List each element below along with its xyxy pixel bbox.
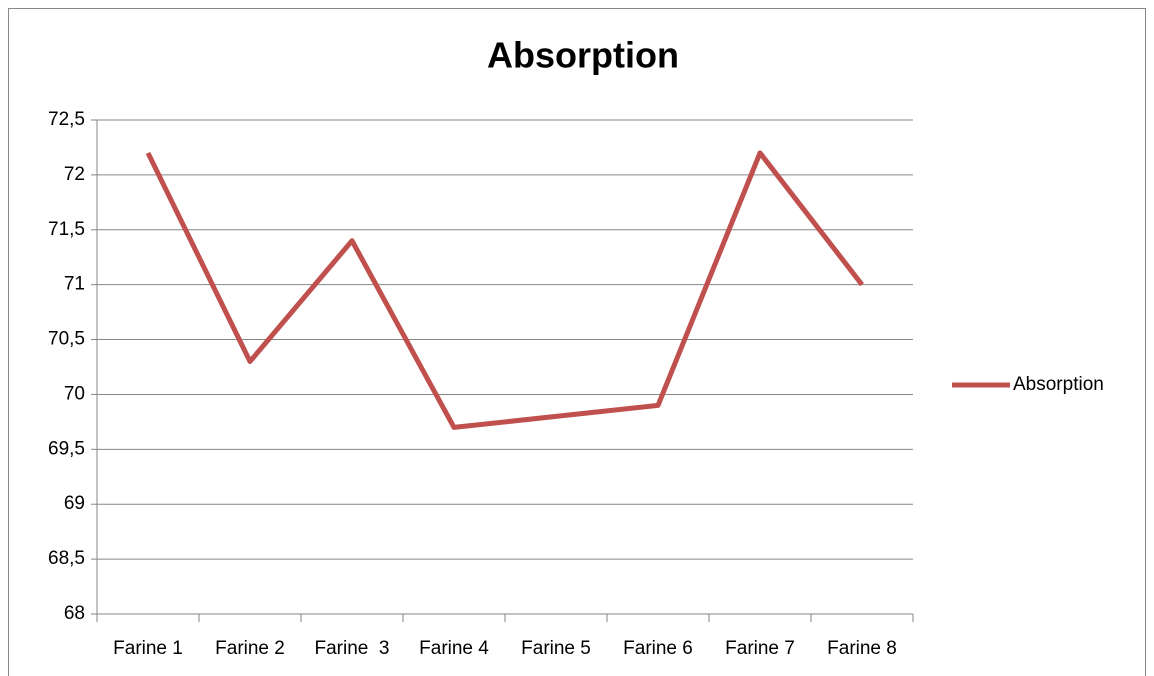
y-tick-label: 68 bbox=[64, 603, 85, 624]
y-tick-label: 68,5 bbox=[48, 548, 85, 569]
data-line bbox=[145, 150, 864, 430]
x-tick-label: Farine 1 bbox=[113, 638, 183, 659]
y-tick-label: 69,5 bbox=[48, 438, 85, 459]
y-tick-label: 69 bbox=[64, 493, 85, 514]
y-tick-label: 70,5 bbox=[48, 329, 85, 350]
chart-title: Absorption bbox=[487, 35, 679, 76]
y-tick-label: 71,5 bbox=[48, 219, 85, 240]
y-tick-label: 72,5 bbox=[48, 109, 85, 130]
x-tick-label: Farine 5 bbox=[521, 638, 591, 659]
x-tick-label: Farine 2 bbox=[215, 638, 285, 659]
y-tick-label: 71 bbox=[64, 274, 85, 295]
chart-frame bbox=[8, 8, 1146, 676]
y-tick-label: 72 bbox=[64, 164, 85, 185]
y-tick-label: 70 bbox=[64, 383, 85, 404]
x-tick-label: Farine 3 bbox=[315, 638, 390, 659]
x-tick-label: Farine 7 bbox=[725, 638, 795, 659]
x-tick-label: Farine 8 bbox=[827, 638, 897, 659]
x-tick-label: Farine 4 bbox=[419, 638, 489, 659]
legend-label: Absorption bbox=[1013, 374, 1104, 395]
x-tick-label: Farine 6 bbox=[623, 638, 693, 659]
